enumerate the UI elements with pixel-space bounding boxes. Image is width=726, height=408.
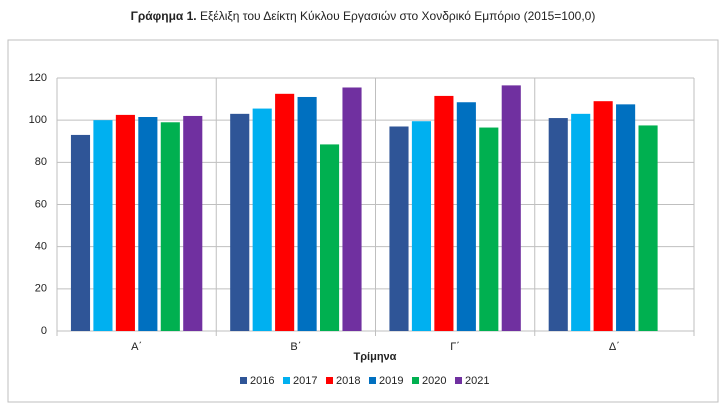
- bar: [230, 113, 250, 331]
- bar: [593, 101, 613, 331]
- bar: [571, 113, 591, 331]
- bar: [479, 127, 499, 331]
- bar: [70, 134, 91, 331]
- y-tick-label: 20: [35, 283, 47, 295]
- x-tick-label: Β΄: [290, 341, 301, 353]
- bar: [275, 93, 295, 331]
- legend-swatch: [283, 377, 290, 384]
- y-tick-label: 100: [29, 114, 47, 126]
- legend-label: 2020: [422, 375, 446, 387]
- title-text: Εξέλιξη του Δείκτη Κύκλου Εργασιών στο Χ…: [200, 9, 595, 23]
- legend-label: 2017: [293, 375, 317, 387]
- y-tick-label: 0: [41, 325, 47, 337]
- bar: [138, 117, 158, 331]
- y-tick-label: 40: [35, 241, 47, 253]
- y-tick-label: 120: [29, 72, 47, 84]
- bar: [501, 85, 521, 331]
- legend-swatch: [240, 377, 247, 384]
- legend-label: 2019: [379, 375, 403, 387]
- x-axis-title: Τρίμηνα: [354, 351, 397, 363]
- y-tick-label: 80: [35, 156, 47, 168]
- bar: [93, 120, 113, 332]
- bar: [297, 96, 317, 331]
- legend-swatch: [326, 377, 333, 384]
- bar: [638, 125, 658, 331]
- bar: [411, 121, 431, 332]
- x-tick-label: Δ΄: [609, 341, 620, 353]
- legend-label: 2018: [336, 375, 360, 387]
- legend-label: 2016: [250, 375, 274, 387]
- bar: [183, 115, 203, 331]
- legend-swatch: [455, 377, 462, 384]
- bar: [548, 118, 568, 331]
- bar: [115, 114, 135, 331]
- legend-label: 2021: [465, 375, 489, 387]
- y-tick-label: 60: [35, 198, 47, 210]
- legend-swatch: [412, 377, 419, 384]
- title-prefix: Γράφημα 1.: [131, 9, 197, 23]
- x-tick-label: Γ΄: [450, 341, 460, 353]
- bar: [616, 104, 636, 332]
- chart-title: Γράφημα 1. Εξέλιξη του Δείκτη Κύκλου Εργ…: [131, 9, 596, 23]
- bar: [342, 87, 362, 331]
- bar: [434, 95, 454, 331]
- bar: [456, 102, 476, 331]
- bar: [320, 144, 340, 331]
- bar: [252, 108, 272, 331]
- bar: [389, 126, 409, 331]
- bar: [160, 122, 180, 332]
- x-tick-label: Α΄: [131, 341, 142, 353]
- legend-swatch: [369, 377, 376, 384]
